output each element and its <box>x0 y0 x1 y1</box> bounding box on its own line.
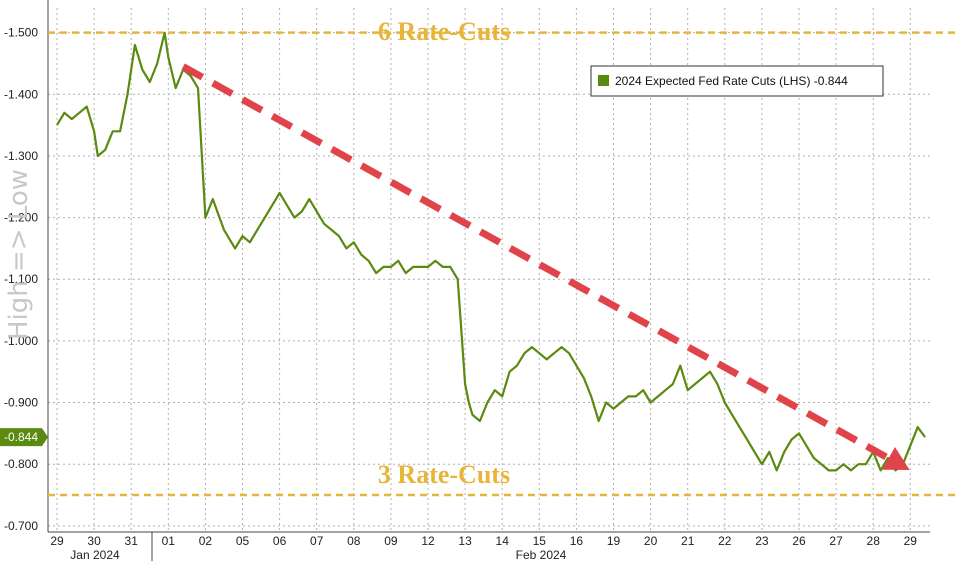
x-tick-label-23: 29 <box>904 534 918 548</box>
legend: 2024 Expected Fed Rate Cuts (LHS) -0.844 <box>590 65 884 97</box>
x-tick-label-20: 26 <box>792 534 806 548</box>
x-tick-label-4: 02 <box>199 534 213 548</box>
series-layer <box>56 31 926 472</box>
x-tick-label-14: 16 <box>570 534 584 548</box>
legend-frame <box>590 65 884 97</box>
y-tick-label-1: -1.400 <box>4 87 38 101</box>
x-tick-label-11: 13 <box>458 534 472 548</box>
x-tick-label-0: 29 <box>50 534 64 548</box>
x-tick-label-9: 09 <box>384 534 398 548</box>
y-tick-label-0: -1.500 <box>4 26 38 40</box>
threshold-lines <box>48 31 956 497</box>
trend-arrow-head <box>882 446 910 471</box>
top-threshold-label: 6 Rate-Cuts <box>378 17 510 46</box>
x-tick-label-7: 07 <box>310 534 324 548</box>
trend-arrow-shaft <box>181 63 889 461</box>
y-tick-label-3: -1.200 <box>4 211 38 225</box>
x-tick-label-8: 08 <box>347 534 361 548</box>
grid <box>47 0 930 561</box>
y-tick-label-8: -0.700 <box>4 519 38 533</box>
x-tick-label-16: 20 <box>644 534 658 548</box>
x-tick-label-12: 14 <box>496 534 510 548</box>
month-label-jan: Jan 2024 <box>70 548 120 561</box>
x-tick-label-10: 12 <box>421 534 435 548</box>
y-tick-label-5: -1.000 <box>4 334 38 348</box>
y-tick-label-7: -0.800 <box>4 457 38 471</box>
x-tick-label-6: 06 <box>273 534 287 548</box>
series-line-expected-fed-rate-cuts <box>56 31 926 472</box>
last-value-badge-text: -0.844 <box>4 430 38 444</box>
last-value-badge <box>0 428 48 447</box>
legend-swatch <box>598 75 609 86</box>
x-tick-label-2: 31 <box>125 534 139 548</box>
x-tick-label-15: 19 <box>607 534 621 548</box>
x-tick-label-1: 30 <box>87 534 101 548</box>
y-tick-label-4: -1.100 <box>4 272 38 286</box>
trend-arrow-layer <box>181 63 910 471</box>
x-tick-label-22: 28 <box>867 534 881 548</box>
x-tick-label-3: 01 <box>162 534 176 548</box>
labels-layer: -1.500 -1.400 -1.300 -1.200 -1.100 -1.000 -0.9… <box>0 17 917 561</box>
y-side-label: High => Low <box>4 169 34 340</box>
month-label-feb: Feb 2024 <box>516 548 567 561</box>
bottom-threshold-label: 3 Rate-Cuts <box>378 460 510 489</box>
legend-entry-text: 2024 Expected Fed Rate Cuts (LHS) -0.844 <box>615 74 848 88</box>
x-tick-label-17: 21 <box>681 534 695 548</box>
x-tick-label-19: 23 <box>755 534 769 548</box>
x-tick-label-18: 22 <box>718 534 732 548</box>
y-tick-label-2: -1.300 <box>4 149 38 163</box>
x-tick-label-5: 05 <box>236 534 250 548</box>
x-tick-label-21: 27 <box>829 534 843 548</box>
y-tick-label-6: -0.900 <box>4 396 38 410</box>
x-tick-label-13: 15 <box>533 534 547 548</box>
